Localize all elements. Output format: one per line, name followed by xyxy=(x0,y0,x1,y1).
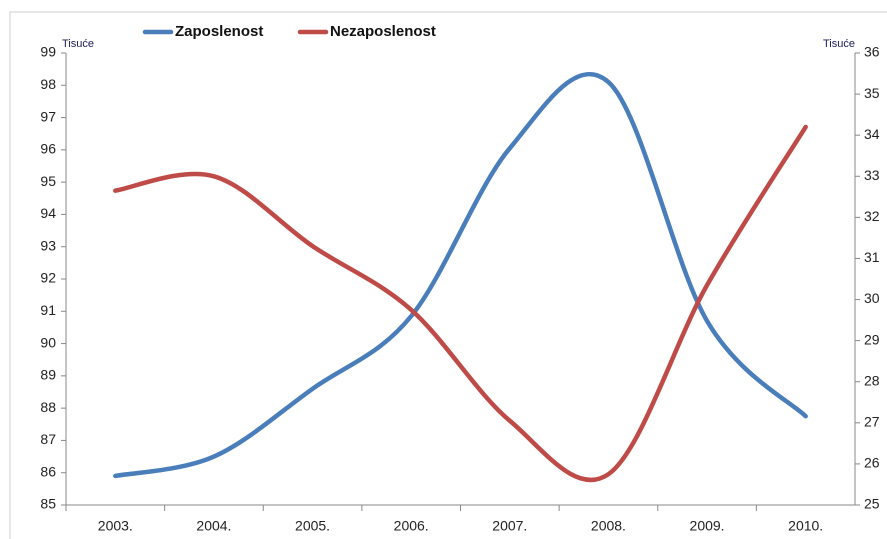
legend-label: Nezaposlenost xyxy=(330,23,436,40)
y2-tick-label: 25 xyxy=(864,496,880,512)
x-tick-label: 2003. xyxy=(98,518,133,534)
x-tick-label: 2004. xyxy=(196,518,231,534)
y2-tick-label: 34 xyxy=(864,126,880,142)
y2-tick-label: 27 xyxy=(864,414,880,430)
y2-tick-label: 30 xyxy=(864,290,880,306)
series-line xyxy=(113,124,808,483)
y-tick-label: 90 xyxy=(40,334,56,350)
y2-tick-label: 26 xyxy=(864,455,880,471)
series-line xyxy=(113,72,808,479)
y-tick-label: 97 xyxy=(40,108,56,124)
y-tick-label: 91 xyxy=(40,302,56,318)
chart-frame xyxy=(9,11,887,539)
y-tick-label: 99 xyxy=(40,44,56,60)
y-tick-label: 89 xyxy=(40,367,56,383)
y-tick-label: 98 xyxy=(40,76,56,92)
x-tick-label: 2006. xyxy=(394,518,429,534)
x-tick-label: 2007. xyxy=(492,518,527,534)
y-tick-label: 88 xyxy=(40,399,56,415)
y-tick-label: 93 xyxy=(40,237,56,253)
y-unit: Tisuće xyxy=(62,38,94,50)
y2-tick-label: 28 xyxy=(864,372,880,388)
y-tick-label: 86 xyxy=(40,463,56,479)
x-tick-label: 2008. xyxy=(591,518,626,534)
legend-label: Zaposlenost xyxy=(175,23,263,40)
y2-tick-label: 35 xyxy=(864,85,880,101)
y2-tick-label: 33 xyxy=(864,167,880,183)
x-tick-label: 2005. xyxy=(295,518,330,534)
y-tick-label: 92 xyxy=(40,270,56,286)
x-tick-label: 2010. xyxy=(788,518,823,534)
y2-tick-label: 32 xyxy=(864,208,880,224)
y-tick-label: 95 xyxy=(40,173,56,189)
y-tick-label: 87 xyxy=(40,431,56,447)
y-tick-label: 94 xyxy=(40,205,56,221)
y2-tick-label: 31 xyxy=(864,249,880,265)
x-tick-label: 2009. xyxy=(690,518,725,534)
y-tick-label: 96 xyxy=(40,141,56,157)
y2-unit: Tisuće xyxy=(823,38,855,50)
y-tick-label: 85 xyxy=(40,496,56,512)
y2-tick-label: 29 xyxy=(864,331,880,347)
y2-tick-label: 36 xyxy=(864,44,880,60)
